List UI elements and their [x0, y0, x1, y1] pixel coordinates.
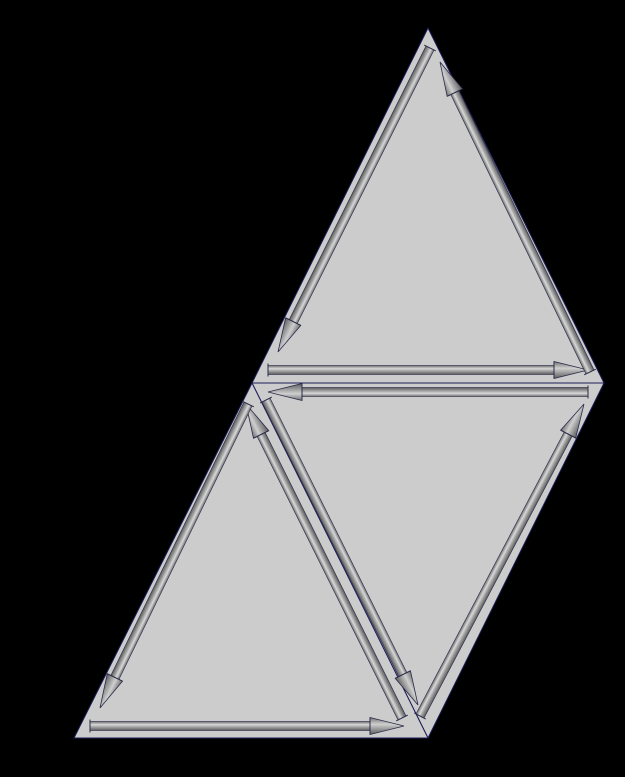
arrow-head-base: [253, 430, 269, 439]
arrow-head-base: [560, 429, 576, 439]
half-edge-top-right-up: [439, 61, 597, 376]
half-edge-bottom-left-down: [99, 400, 255, 709]
half-edge-top-left-down: [277, 44, 437, 353]
arrow-tail-cap: [583, 368, 597, 376]
half-edge-middle-top-left: [267, 382, 589, 402]
arrow-tail-cap: [423, 44, 437, 52]
half-edge-bottom-base-right: [89, 716, 405, 736]
arrow-head-base: [285, 317, 302, 326]
top-triangle: [251, 26, 605, 384]
arrow-head-base: [395, 670, 411, 679]
half-edge-middle-right-up: [414, 403, 585, 720]
arrow-shaft: [299, 387, 589, 397]
arrow-tail-cap: [259, 396, 273, 404]
bottom-left-triangle: [73, 381, 429, 739]
half-edge-bottom-diag-up: [245, 403, 409, 722]
arrow-tail-cap: [395, 714, 409, 722]
arrow-tail-cap: [241, 400, 255, 408]
arrow-head-base: [446, 88, 463, 97]
half-edge-arrows: [89, 44, 597, 736]
half-edge-middle-left-down: [259, 396, 419, 706]
arrow-shaft: [89, 721, 373, 731]
arrow-tail-cap: [414, 712, 426, 720]
faces-layer: [73, 26, 605, 740]
half-edge-top-base-right: [267, 360, 589, 380]
arrow-head-base: [107, 673, 123, 682]
arrow-shaft: [267, 365, 557, 375]
